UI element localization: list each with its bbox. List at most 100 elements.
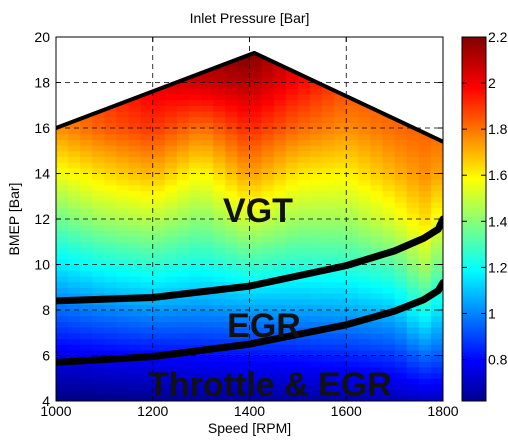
- field-cell: [165, 242, 178, 248]
- field-cell: [56, 191, 69, 197]
- field-cell: [346, 282, 359, 288]
- field-cell: [370, 83, 383, 89]
- field-cell: [80, 83, 93, 89]
- field-cell: [286, 134, 299, 140]
- field-cell: [177, 128, 190, 134]
- field-cell: [370, 225, 383, 231]
- field-cell: [116, 327, 129, 333]
- field-cell: [358, 299, 371, 305]
- field-cell: [68, 151, 81, 157]
- field-cell: [346, 71, 359, 77]
- field-cell: [419, 191, 432, 197]
- field-cell: [213, 156, 226, 162]
- field-cell: [298, 88, 311, 94]
- field-cell: [262, 145, 275, 151]
- field-cell: [153, 310, 166, 316]
- field-cell: [104, 236, 117, 242]
- field-cell: [56, 43, 69, 49]
- field-cell: [80, 230, 93, 236]
- field-cell: [419, 338, 432, 344]
- field-cell: [189, 105, 202, 111]
- field-cell: [431, 270, 444, 276]
- field-cell: [370, 43, 383, 49]
- field-cell: [358, 327, 371, 333]
- field-cell: [262, 179, 275, 185]
- y-tick-label: 10: [34, 257, 50, 273]
- field-cell: [334, 293, 347, 299]
- field-cell: [68, 71, 81, 77]
- field-cell: [56, 333, 69, 339]
- colorbar-tick-label: 1.2: [488, 259, 508, 275]
- field-cell: [141, 179, 154, 185]
- field-cell: [322, 356, 335, 362]
- field-cell: [80, 65, 93, 71]
- field-cell: [213, 293, 226, 299]
- field-cell: [165, 310, 178, 316]
- field-cell: [370, 100, 383, 106]
- field-cell: [104, 174, 117, 180]
- field-cell: [68, 191, 81, 197]
- field-cell: [407, 83, 420, 89]
- field-cell: [237, 128, 250, 134]
- field-cell: [431, 242, 444, 248]
- field-cell: [322, 174, 335, 180]
- field-cell: [286, 265, 299, 271]
- field-cell: [383, 185, 396, 191]
- field-cell: [431, 54, 444, 60]
- field-cell: [104, 373, 117, 379]
- field-cell: [298, 179, 311, 185]
- field-cell: [346, 151, 359, 157]
- field-cell: [322, 139, 335, 145]
- field-cell: [165, 333, 178, 339]
- field-cell: [419, 54, 432, 60]
- field-cell: [395, 185, 408, 191]
- field-cell: [92, 327, 105, 333]
- field-cell: [141, 230, 154, 236]
- field-cell: [250, 179, 263, 185]
- field-cell: [92, 88, 105, 94]
- field-cell: [250, 242, 263, 248]
- field-cell: [237, 265, 250, 271]
- field-cell: [189, 236, 202, 242]
- field-cell: [116, 43, 129, 49]
- field-cell: [358, 179, 371, 185]
- field-cell: [431, 37, 444, 43]
- field-cell: [237, 253, 250, 259]
- field-cell: [250, 162, 263, 168]
- field-cell: [201, 88, 214, 94]
- field-cell: [298, 48, 311, 54]
- field-cell: [286, 356, 299, 362]
- field-cell: [407, 145, 420, 151]
- field-cell: [177, 162, 190, 168]
- field-cell: [225, 128, 238, 134]
- field-cell: [358, 225, 371, 231]
- field-cell: [250, 105, 263, 111]
- field-cell: [129, 247, 142, 253]
- field-cell: [419, 196, 432, 202]
- field-cell: [346, 253, 359, 259]
- field-cell: [250, 247, 263, 253]
- field-cell: [346, 287, 359, 293]
- field-cell: [104, 54, 117, 60]
- field-cell: [395, 282, 408, 288]
- field-cell: [92, 287, 105, 293]
- x-tick-label: 1200: [137, 403, 168, 419]
- field-cell: [177, 270, 190, 276]
- field-cell: [262, 299, 275, 305]
- field-cell: [250, 293, 263, 299]
- field-cell: [383, 333, 396, 339]
- field-cell: [189, 230, 202, 236]
- field-cell: [250, 185, 263, 191]
- field-cell: [104, 156, 117, 162]
- field-cell: [431, 247, 444, 253]
- field-cell: [274, 253, 287, 259]
- field-cell: [407, 310, 420, 316]
- field-cell: [346, 185, 359, 191]
- field-cell: [346, 276, 359, 282]
- field-cell: [104, 327, 117, 333]
- field-cell: [165, 219, 178, 225]
- field-cell: [104, 390, 117, 396]
- field-cell: [383, 356, 396, 362]
- field-cell: [298, 174, 311, 180]
- field-cell: [213, 236, 226, 242]
